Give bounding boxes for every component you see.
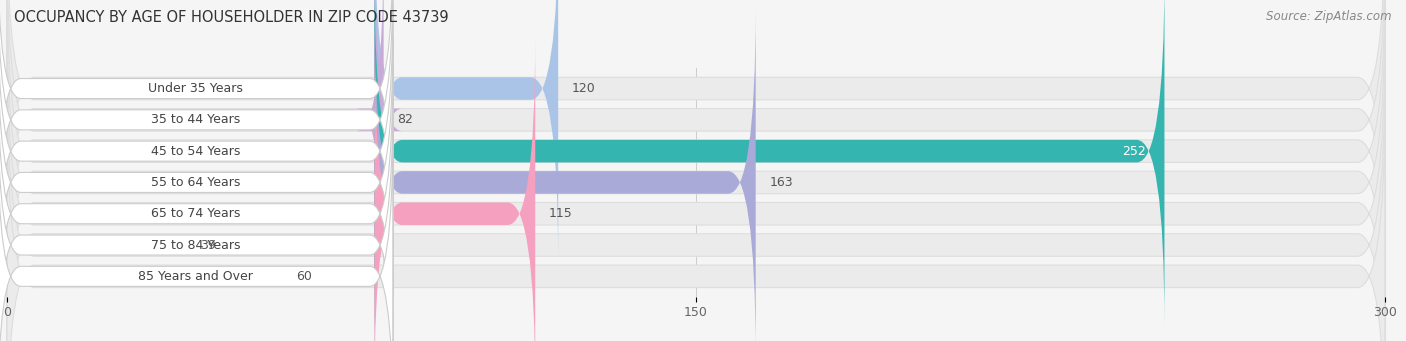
FancyBboxPatch shape [7, 0, 1385, 296]
FancyBboxPatch shape [7, 6, 1385, 341]
FancyBboxPatch shape [7, 69, 1385, 341]
Text: 163: 163 [769, 176, 793, 189]
FancyBboxPatch shape [0, 0, 392, 266]
FancyBboxPatch shape [374, 0, 1164, 328]
Text: Source: ZipAtlas.com: Source: ZipAtlas.com [1267, 10, 1392, 23]
FancyBboxPatch shape [0, 5, 392, 298]
FancyBboxPatch shape [7, 100, 1385, 341]
Text: 39: 39 [200, 239, 215, 252]
FancyBboxPatch shape [0, 67, 392, 341]
Text: 55 to 64 Years: 55 to 64 Years [150, 176, 240, 189]
FancyBboxPatch shape [0, 99, 392, 341]
FancyBboxPatch shape [0, 0, 392, 235]
Text: 252: 252 [1122, 145, 1146, 158]
FancyBboxPatch shape [0, 36, 392, 329]
FancyBboxPatch shape [7, 0, 1385, 265]
Text: 65 to 74 Years: 65 to 74 Years [150, 207, 240, 220]
Text: OCCUPANCY BY AGE OF HOUSEHOLDER IN ZIP CODE 43739: OCCUPANCY BY AGE OF HOUSEHOLDER IN ZIP C… [14, 10, 449, 25]
Text: 82: 82 [398, 113, 413, 126]
FancyBboxPatch shape [7, 0, 1385, 328]
FancyBboxPatch shape [374, 6, 755, 341]
FancyBboxPatch shape [374, 37, 536, 341]
Text: 60: 60 [297, 270, 312, 283]
Text: 75 to 84 Years: 75 to 84 Years [150, 239, 240, 252]
FancyBboxPatch shape [7, 37, 1385, 341]
Text: 35 to 44 Years: 35 to 44 Years [150, 113, 240, 126]
Text: 45 to 54 Years: 45 to 54 Years [150, 145, 240, 158]
Text: 85 Years and Over: 85 Years and Over [138, 270, 253, 283]
FancyBboxPatch shape [356, 0, 402, 296]
Text: Under 35 Years: Under 35 Years [148, 82, 243, 95]
Text: 115: 115 [548, 207, 572, 220]
FancyBboxPatch shape [374, 0, 558, 265]
FancyBboxPatch shape [0, 130, 392, 341]
Text: 120: 120 [572, 82, 596, 95]
